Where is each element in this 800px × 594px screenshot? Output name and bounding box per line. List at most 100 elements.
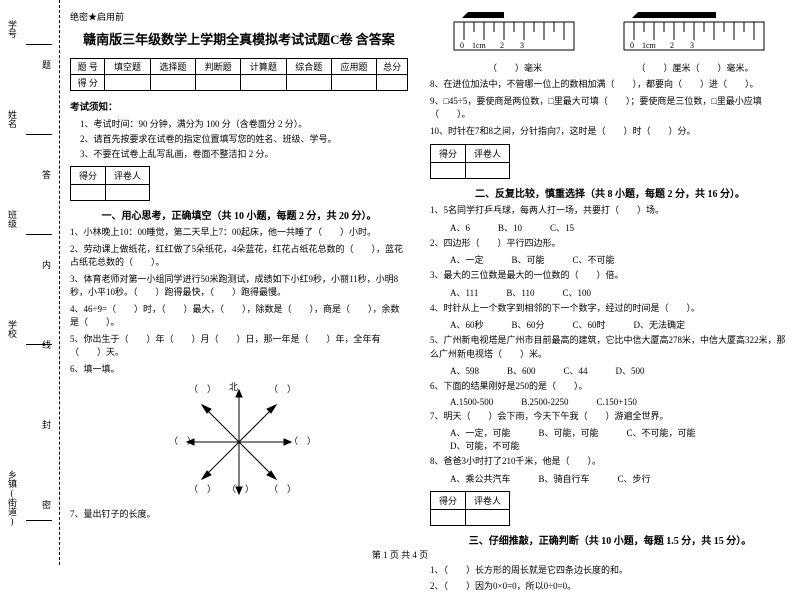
section-3-title: 三、仔细推敲，正确判断（共 10 小题，每题 1.5 分，共 15 分）。 [430,532,790,547]
table-row: 得 分 [71,75,408,91]
compass-blank: （ ） [269,382,296,395]
question: 8、在进位加法中，不管哪一位上的数相加满（ ），都要向（ ）进（ ）。 [430,78,790,92]
svg-text:2: 2 [670,41,674,50]
page: 学号 姓名 班级 学校 乡镇(街道) 题 答 内 线 封 密 绝密★启用前 赣南… [0,0,800,565]
td: 评卷人 [466,145,510,163]
question: 7、明天（ ）会下雨，今天下午我（ ）游遍全世界。 [430,410,790,424]
th: 填空题 [105,59,150,75]
opt: D、500 [616,364,645,377]
question: 6、下面的结果刚好是250的是（ ）。 [430,380,790,394]
svg-text:0: 0 [460,41,464,50]
options: A、598B、600C、44D、500 [450,364,790,377]
score-table: 题 号 填空题 选择题 判断题 计算题 综合题 应用题 总分 得 分 [70,58,408,91]
td-blank [466,163,510,179]
opt: C、不可能 [573,253,615,266]
opt: A、111 [450,286,478,299]
question: 9、□45÷5，要使商是两位数，□里最大可填（ ）；要使商是三位数，□里最小应填… [430,95,790,122]
question: 5、你出生于（ ）年（ ）月（ ）日，那一年是（ ）年，全年有（ ）天。 [70,333,408,360]
section-1-title: 一、用心思考，正确填空（共 10 小题，每题 2 分，共 20 分）。 [70,207,408,222]
seal-char: 封 [40,420,53,437]
options: A.1500-500B.2500-2250C.150+150 [450,397,790,407]
seal-char: 答 [40,170,53,187]
options: A、一定 B、可能 C、不可能 [450,253,790,266]
secret-label: 绝密★启用前 [70,10,408,23]
compass-blank: （ ） [189,482,216,495]
table-row: 题 号 填空题 选择题 判断题 计算题 综合题 应用题 总分 [71,59,408,75]
th: 综合题 [286,59,331,75]
td-blank [241,75,286,91]
opt: B、可能 [512,253,545,266]
binding-line [26,520,52,521]
svg-text:0: 0 [630,41,634,50]
opt: B、60分 [512,318,545,331]
td: 得分 [71,167,106,185]
question: 4、时针从上一个数字到相邻的下一个数字，经过的时间是（ ）。 [430,302,790,316]
question: 2、（ ）因为0×0=0，所以0÷0=0。 [430,580,790,594]
ruler-1: 0 1cm 2 3 （ ）毫米 [450,10,580,74]
opt: A.1500-500 [450,397,493,407]
ruler-unit-1: （ ）毫米 [450,61,580,74]
options: A、6B、10C、15 [450,221,790,234]
td-blank [195,75,240,91]
notice-item: 3、不要在试卷上乱写乱画，卷面不整洁扣 2 分。 [80,147,408,160]
opt: A、一定 [450,253,484,266]
td-blank [105,75,150,91]
opt: B、110 [506,286,534,299]
binding-label-school: 学校 [6,320,19,338]
compass-blank: （ ） [289,434,316,447]
binding-label-name: 姓名 [6,110,19,128]
td-blank [431,163,466,179]
svg-text:3: 3 [690,41,694,50]
ruler-svg: 0 1cm 2 3 [620,10,770,56]
td: 得分 [431,491,466,509]
compass-blank: （ ） [169,434,196,447]
compass-diagram: 北 （ ） （ ） （ ） （ ） （ ） （ ） （ ） [169,382,309,502]
seal-char: 密 [40,500,53,517]
opt: C、步行 [618,472,651,485]
binding-label-id: 学号 [6,20,19,38]
question: 1、（ ）长方形的周长就是它四条边长度的和。 [430,564,790,578]
question: 2、劳动课上做纸花，红红做了5朵纸花，4朵蓝花，红花占纸花总数的（ ），蓝花占纸… [70,243,408,270]
options: A、111B、110C、100 [450,286,790,299]
th: 计算题 [241,59,286,75]
binding-label-town: 乡镇(街道) [6,470,19,526]
page-footer: 第 1 页 共 4 页 [0,548,800,561]
question: 8、爸爸3小时打了210千米，他是（ ）。 [430,455,790,469]
opt: D、可能，不可能 [450,439,520,452]
svg-text:1cm: 1cm [642,41,657,50]
opt: C.150+150 [597,397,637,407]
options: A、一定，可能B、可能，可能C、不可能，可能D、可能，不可能 [450,426,790,452]
opt: D、无法确定 [634,318,686,331]
question: 10、时针在7和8之间，分针指向7，这时是（ ）时（ ）分。 [430,125,790,139]
opt: B、600 [507,364,536,377]
opt: A、一定，可能 [450,426,511,439]
svg-text:2: 2 [500,41,504,50]
score-mini-table: 得分评卷人 [70,166,150,201]
seal-char: 题 [40,60,53,77]
question: 4、46÷9=（ ）时，（ ）最大，（ ），除数是（ ），商是（ ），余数是（ … [70,303,408,330]
td-blank [331,75,376,91]
notice-item: 2、请首先按要求在试卷的指定位置填写您的姓名、班级、学号。 [80,132,408,145]
options: A、60秒 B、60分 C、60时 D、无法确定 [450,318,790,331]
question: 6、填一填。 [70,363,408,377]
binding-line [26,234,52,235]
opt: B、可能，可能 [539,426,599,439]
opt: B、10 [498,221,522,234]
binding-margin: 学号 姓名 班级 学校 乡镇(街道) 题 答 内 线 封 密 [0,0,60,565]
ruler-figures: 0 1cm 2 3 （ ）毫米 [430,10,790,74]
td-blank [150,75,195,91]
opt: C、60时 [573,318,606,331]
left-column: 绝密★启用前 赣南版三年级数学上学期全真模拟考试试题C卷 含答案 题 号 填空题… [60,0,420,565]
right-column: 0 1cm 2 3 （ ）毫米 [420,0,800,565]
opt: A、60秒 [450,318,484,331]
th: 题 号 [71,59,105,75]
svg-text:3: 3 [520,41,524,50]
td: 得分 [431,145,466,163]
compass-blank: （ ） [189,382,216,395]
td-blank [286,75,331,91]
opt: C、15 [550,221,574,234]
question: 1、5名同学打乒乓球，每两人打一场，共要打（ ）场。 [430,204,790,218]
svg-text:1cm: 1cm [472,41,487,50]
opt: B、骑自行车 [539,472,590,485]
binding-label-class: 班级 [6,210,19,228]
